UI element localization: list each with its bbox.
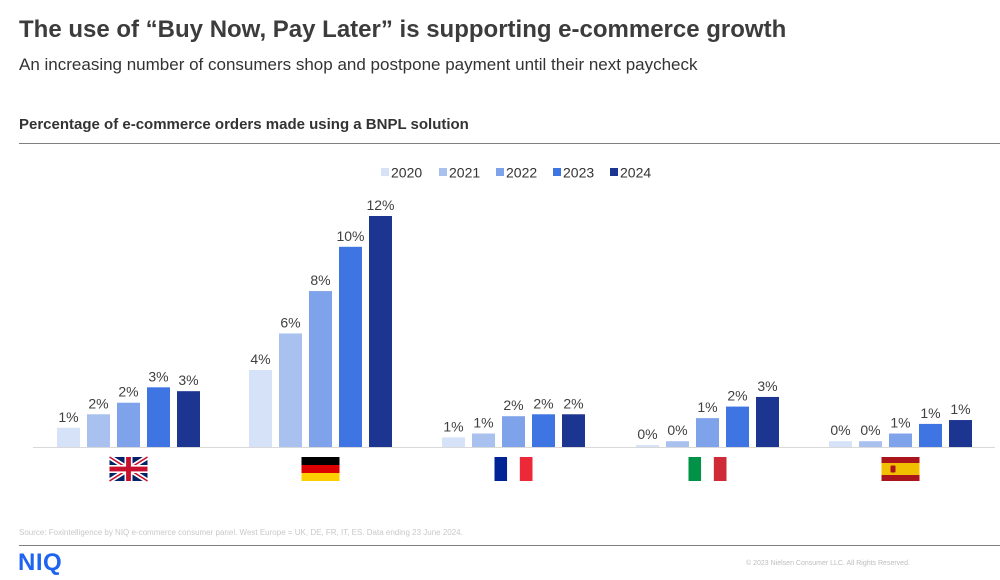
legend-item-2023: 2023 <box>553 165 594 181</box>
bar-fr-2023 <box>532 414 555 447</box>
legend-swatch <box>439 168 447 176</box>
bar-it-2021 <box>666 441 689 447</box>
bar-es-2021 <box>859 441 882 447</box>
bar-uk-2024 <box>177 391 200 447</box>
bar-fr-2020 <box>442 437 465 447</box>
data-label-fr-2020: 1% <box>443 418 463 434</box>
data-label-de-2024: 12% <box>366 197 394 213</box>
bar-it-2023 <box>726 406 749 447</box>
bar-uk-2022 <box>117 402 140 447</box>
bar-it-2022 <box>696 418 719 447</box>
data-label-it-2021: 0% <box>667 422 687 438</box>
bar-group-it: 0% 0% 1% 2% 3% <box>636 378 779 447</box>
legend-item-2021: 2021 <box>439 165 480 181</box>
niq-logo: NIQ <box>18 549 63 576</box>
data-label-es-2024: 1% <box>950 401 970 417</box>
flag-italy-icon <box>688 457 727 481</box>
bar-group-fr: 1% 1% 2% 2% 2% <box>442 395 585 447</box>
legend-swatch <box>381 168 389 176</box>
bar-it-2020 <box>636 445 659 447</box>
data-label-de-2023: 10% <box>336 228 364 244</box>
bar-fr-2021 <box>472 433 495 447</box>
bar-uk-2020 <box>57 427 80 447</box>
bar-uk-2021 <box>87 414 110 447</box>
data-label-es-2021: 0% <box>860 422 880 438</box>
page-title: The use of “Buy Now, Pay Later” is suppo… <box>19 16 787 43</box>
bar-de-2024 <box>369 216 392 447</box>
data-label-fr-2024: 2% <box>563 395 583 411</box>
data-label-es-2020: 0% <box>830 422 850 438</box>
data-label-uk-2021: 2% <box>88 395 108 411</box>
data-label-it-2024: 3% <box>757 378 777 394</box>
data-label-de-2020: 4% <box>250 351 270 367</box>
data-label-it-2023: 2% <box>727 388 747 404</box>
flag-germany-icon <box>301 457 340 481</box>
chart-title: Percentage of e-commerce orders made usi… <box>19 116 469 133</box>
legend-swatch <box>610 168 618 176</box>
flag-uk-icon <box>108 454 149 484</box>
bar-de-2021 <box>279 333 302 447</box>
bar-uk-2023 <box>147 387 170 447</box>
bar-group-de: 4% 6% 8% 10%12% <box>249 197 395 447</box>
legend-item-2022: 2022 <box>496 165 537 181</box>
flag-spain-icon <box>881 457 920 481</box>
data-label-it-2020: 0% <box>637 426 657 442</box>
legend-label: 2022 <box>506 165 537 181</box>
legend-label: 2020 <box>391 165 422 181</box>
data-label-fr-2021: 1% <box>473 415 493 431</box>
page-subtitle: An increasing number of consumers shop a… <box>19 55 698 74</box>
legend-label: 2021 <box>449 165 480 181</box>
bar-de-2022 <box>309 291 332 447</box>
data-label-fr-2022: 2% <box>503 397 523 413</box>
data-label-de-2021: 6% <box>280 314 300 330</box>
top-divider <box>19 143 1000 144</box>
data-label-es-2023: 1% <box>920 405 940 421</box>
bar-fr-2022 <box>502 416 525 447</box>
legend-label: 2023 <box>563 165 594 181</box>
legend-swatch <box>553 168 561 176</box>
data-label-uk-2024: 3% <box>178 372 198 388</box>
source-note: Source: Foxintelligence by NIQ e-commerc… <box>19 528 463 537</box>
copyright-note: © 2023 Nielsen Consumer LLC. All Rights … <box>746 560 910 567</box>
legend-item-2024: 2024 <box>610 165 651 181</box>
bar-es-2020 <box>829 441 852 447</box>
data-label-uk-2023: 3% <box>148 368 168 384</box>
legend-label: 2024 <box>620 165 651 181</box>
bar-it-2024 <box>756 396 779 447</box>
bar-fr-2024 <box>562 414 585 447</box>
legend-swatch <box>496 168 504 176</box>
bar-group-uk: 1% 2% 2% 3% 3% <box>57 368 200 447</box>
data-label-de-2022: 8% <box>310 272 330 288</box>
data-label-it-2022: 1% <box>697 399 717 415</box>
bar-group-es: 0% 0% 1% 1% 1% <box>829 401 972 447</box>
flag-france-icon <box>494 457 533 481</box>
bottom-divider <box>19 545 1000 546</box>
bar-es-2023 <box>919 423 942 447</box>
data-label-es-2022: 1% <box>890 415 910 431</box>
legend-item-2020: 2020 <box>381 165 422 181</box>
bar-es-2022 <box>889 433 912 447</box>
data-label-fr-2023: 2% <box>533 395 553 411</box>
bar-es-2024 <box>949 420 972 447</box>
bar-de-2023 <box>339 246 362 447</box>
data-label-uk-2022: 2% <box>118 384 138 400</box>
data-label-uk-2020: 1% <box>58 409 78 425</box>
bar-de-2020 <box>249 370 272 447</box>
